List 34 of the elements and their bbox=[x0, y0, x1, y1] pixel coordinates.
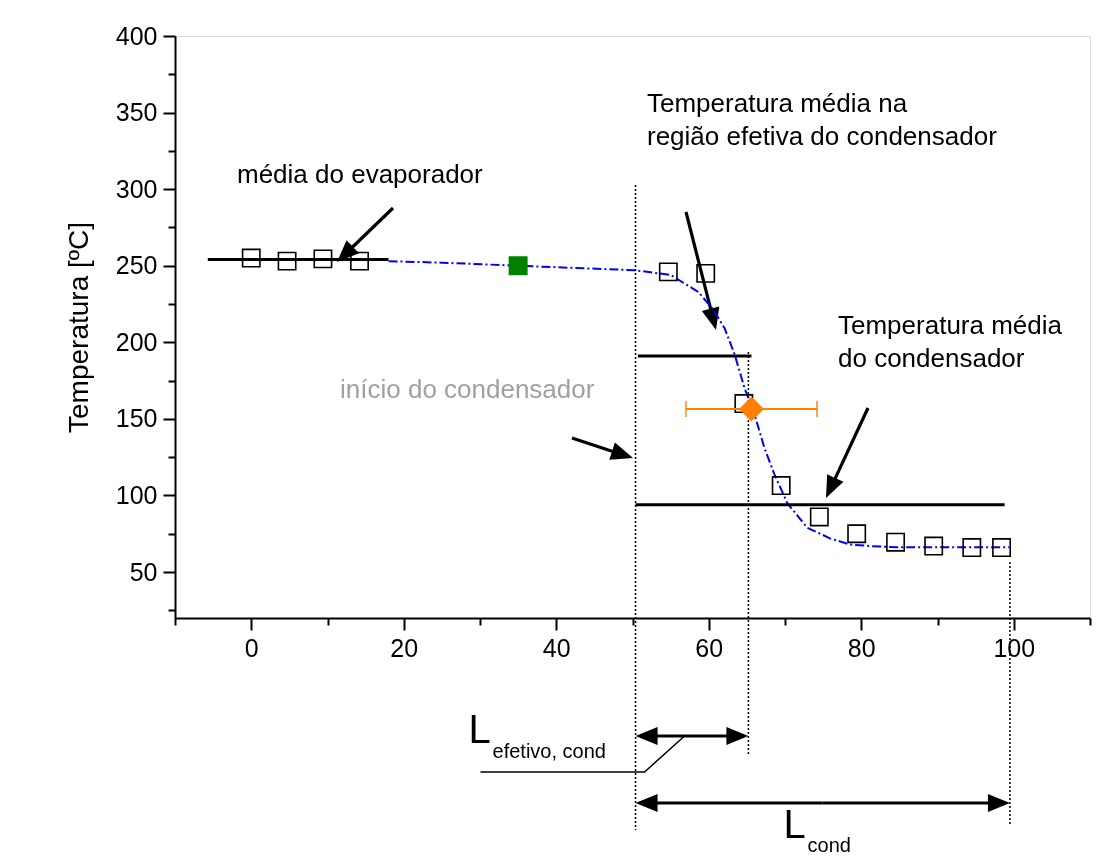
y-tick-label: 400 bbox=[115, 21, 158, 50]
x-tick-label: 0 bbox=[244, 633, 259, 662]
x-tick-label: 20 bbox=[390, 633, 419, 662]
point bbox=[658, 262, 678, 282]
point bbox=[241, 248, 261, 268]
annotation: média do evaporador bbox=[237, 159, 484, 189]
point bbox=[809, 507, 829, 527]
annotation: Temperatura média na região efetiva do condensador bbox=[647, 87, 998, 151]
annotation: Temperatura média do condensador bbox=[838, 309, 1063, 373]
y-tick-label: 100 bbox=[115, 480, 158, 509]
point bbox=[696, 263, 716, 283]
point bbox=[350, 251, 369, 271]
y-tick-label: 200 bbox=[115, 327, 158, 356]
y-tick-label: 350 bbox=[115, 98, 158, 127]
y-tick-label: 150 bbox=[115, 404, 158, 433]
y-tick-label: 250 bbox=[115, 251, 158, 280]
y-tick-label: 50 bbox=[129, 557, 158, 586]
point bbox=[886, 532, 906, 552]
point bbox=[847, 524, 867, 544]
x-tick-label: 80 bbox=[847, 633, 876, 662]
x-tick-label: 60 bbox=[695, 633, 724, 662]
point bbox=[992, 538, 1012, 558]
point bbox=[313, 249, 333, 269]
point bbox=[924, 536, 944, 556]
annotation: início do condensador bbox=[340, 374, 595, 404]
point bbox=[962, 538, 982, 558]
point bbox=[277, 251, 297, 271]
y-axis-title: Temperatura [ºC] bbox=[62, 222, 94, 433]
x-tick-label: 100 bbox=[993, 633, 1036, 662]
point bbox=[739, 396, 764, 422]
point bbox=[771, 476, 791, 495]
point bbox=[508, 256, 528, 276]
y-tick-label: 300 bbox=[115, 174, 158, 203]
x-tick-label: 40 bbox=[542, 633, 571, 662]
